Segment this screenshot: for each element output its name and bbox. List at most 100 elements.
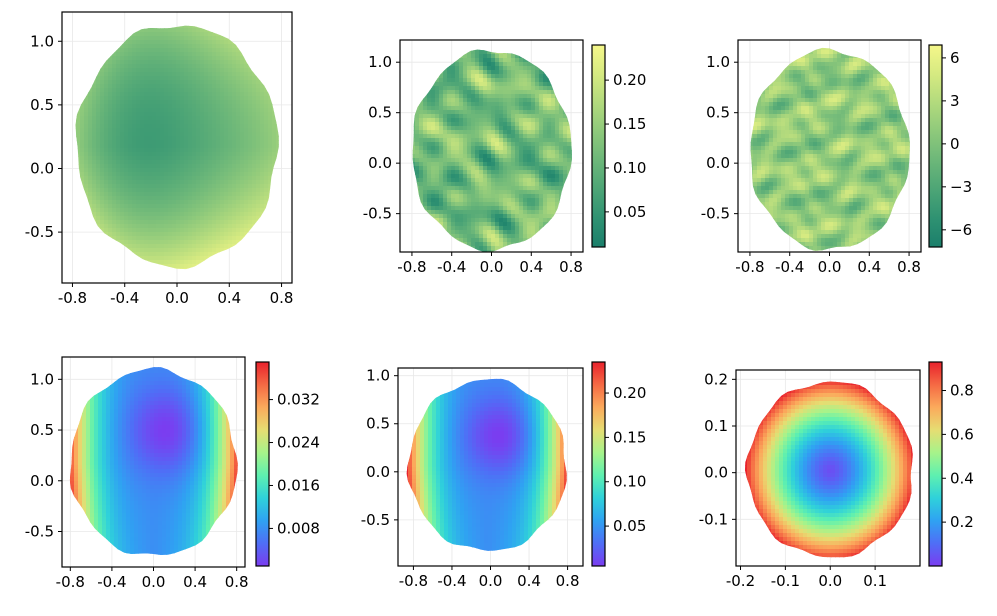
heatmap-cell: [519, 170, 524, 175]
heatmap-cell: [92, 96, 97, 101]
heatmap-cell: [232, 224, 237, 229]
heatmap-cell: [208, 68, 213, 73]
heatmap-cell: [563, 174, 568, 179]
heatmap-cell: [873, 62, 878, 67]
heatmap-cell: [212, 196, 217, 201]
heatmap-cell: [168, 72, 173, 77]
heatmap-cell: [853, 66, 858, 71]
heatmap-cell: [451, 166, 456, 171]
heatmap-cell: [124, 164, 129, 169]
heatmap-cell: [423, 98, 428, 103]
heatmap-cell: [495, 94, 500, 99]
heatmap-cell: [443, 86, 448, 91]
heatmap-cell: [471, 58, 476, 63]
heatmap-cell: [507, 170, 512, 175]
heatmap-cell: [431, 166, 436, 171]
heatmap-cell: [495, 90, 500, 95]
heatmap-cell: [228, 56, 233, 61]
heatmap-cell: [100, 152, 105, 157]
heatmap-cell: [475, 94, 480, 99]
heatmap-cell: [483, 114, 488, 119]
heatmap-cell: [499, 70, 504, 75]
heatmap-cell: [180, 224, 185, 229]
heatmap-cell: [140, 244, 145, 249]
heatmap-cell: [184, 168, 189, 173]
heatmap-cell: [495, 49, 500, 51]
heatmap-cell: [487, 110, 492, 115]
heatmap-cell: [527, 86, 532, 91]
heatmap-cell: [479, 74, 484, 79]
heatmap-cell: [132, 112, 137, 117]
heatmap-cell: [451, 150, 456, 155]
heatmap-cell: [555, 110, 560, 115]
heatmap-cell: [551, 134, 556, 139]
heatmap-cell: [280, 140, 285, 145]
heatmap-cell: [140, 96, 145, 101]
heatmap-cell: [164, 272, 169, 277]
heatmap-cell: [539, 182, 544, 187]
heatmap-cell: [240, 48, 245, 53]
heatmap-cell: [76, 176, 81, 181]
heatmap-cell: [272, 100, 277, 105]
heatmap-cell: [491, 78, 496, 83]
heatmap-cell: [256, 200, 261, 205]
heatmap-cell: [188, 116, 193, 121]
heatmap-cell: [128, 228, 133, 233]
heatmap-cell: [216, 56, 221, 61]
heatmap-cell: [132, 68, 137, 73]
heatmap-cell: [112, 192, 117, 197]
heatmap-cell: [236, 116, 241, 121]
heatmap-cell: [531, 122, 536, 127]
heatmap-cell: [447, 110, 452, 115]
heatmap-cell: [260, 212, 265, 217]
heatmap-cell: [216, 256, 221, 261]
heatmap-cell: [232, 180, 237, 185]
heatmap-cell: [192, 228, 197, 233]
heatmap-cell: [479, 222, 484, 227]
heatmap-cell: [833, 86, 838, 91]
heatmap-cell: [539, 142, 544, 147]
heatmap-cell: [132, 44, 137, 49]
heatmap-cell: [192, 104, 197, 109]
heatmap-cell: [757, 98, 762, 103]
heatmap-cell: [563, 138, 568, 143]
heatmap-cell: [164, 176, 169, 181]
heatmap-cell: [112, 72, 117, 77]
heatmap-cell: [483, 162, 488, 167]
heatmap-cell: [499, 74, 504, 79]
heatmap-cell: [160, 52, 165, 57]
heatmap-cell: [507, 130, 512, 135]
heatmap-cell: [164, 128, 169, 133]
heatmap-cell: [563, 158, 568, 163]
heatmap-cell: [244, 244, 249, 249]
heatmap-cell: [120, 72, 125, 77]
heatmap-cell: [244, 212, 249, 217]
heatmap-cell: [443, 206, 448, 211]
heatmap-cell: [160, 60, 165, 65]
heatmap-cell: [499, 90, 504, 95]
heatmap-cell: [220, 184, 225, 189]
heatmap-cell: [507, 194, 512, 199]
heatmap-cell: [220, 232, 225, 237]
heatmap-cell: [455, 218, 460, 223]
heatmap-cell: [160, 196, 165, 201]
heatmap-cell: [196, 64, 201, 69]
heatmap-cell: [260, 92, 265, 97]
heatmap-cell: [180, 20, 185, 25]
heatmap-cell: [124, 96, 129, 101]
heatmap-cell: [511, 66, 516, 71]
heatmap-cell: [272, 112, 277, 117]
heatmap-cell: [192, 116, 197, 121]
heatmap-cell: [527, 182, 532, 187]
heatmap-cell: [475, 74, 480, 79]
heatmap-cell: [487, 126, 492, 131]
heatmap-cell: [228, 236, 233, 241]
heatmap-cell: [571, 118, 572, 123]
heatmap-cell: [861, 58, 866, 63]
heatmap-cell: [252, 224, 257, 229]
heatmap-cell: [535, 230, 540, 235]
heatmap-cell: [236, 220, 241, 225]
heatmap-cell: [407, 154, 412, 159]
heatmap-cell: [172, 212, 177, 217]
heatmap-cell: [455, 138, 460, 143]
